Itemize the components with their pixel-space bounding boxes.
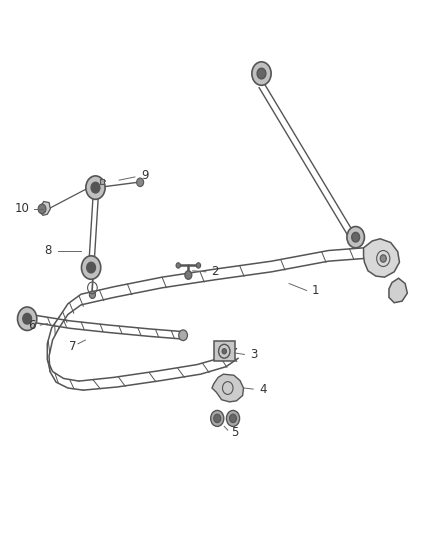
Circle shape xyxy=(89,291,95,298)
Circle shape xyxy=(380,255,386,262)
Circle shape xyxy=(196,263,201,268)
Circle shape xyxy=(81,256,101,279)
Circle shape xyxy=(86,176,105,199)
Circle shape xyxy=(38,204,46,214)
Polygon shape xyxy=(389,278,407,303)
Text: 8: 8 xyxy=(45,244,52,257)
Text: 3: 3 xyxy=(251,348,258,361)
Bar xyxy=(100,179,104,184)
Circle shape xyxy=(226,410,240,426)
FancyBboxPatch shape xyxy=(214,341,235,361)
Text: 10: 10 xyxy=(14,203,29,215)
Text: 5: 5 xyxy=(231,426,238,439)
Circle shape xyxy=(185,271,192,279)
Text: 4: 4 xyxy=(259,383,267,395)
Polygon shape xyxy=(212,374,244,402)
Circle shape xyxy=(211,410,224,426)
Polygon shape xyxy=(39,201,50,215)
Polygon shape xyxy=(364,239,399,277)
Circle shape xyxy=(230,414,237,423)
Circle shape xyxy=(252,62,271,85)
Circle shape xyxy=(91,182,100,193)
Circle shape xyxy=(18,307,37,330)
Circle shape xyxy=(347,227,364,248)
Text: 7: 7 xyxy=(68,340,76,353)
Circle shape xyxy=(176,263,180,268)
Circle shape xyxy=(87,262,95,273)
Circle shape xyxy=(23,313,32,324)
Circle shape xyxy=(137,178,144,187)
Circle shape xyxy=(257,68,266,79)
Circle shape xyxy=(214,414,221,423)
Text: 9: 9 xyxy=(141,169,148,182)
Circle shape xyxy=(222,349,226,354)
Circle shape xyxy=(179,330,187,341)
Text: 1: 1 xyxy=(311,284,319,297)
Text: 2: 2 xyxy=(211,265,219,278)
Circle shape xyxy=(352,232,360,242)
Text: 6: 6 xyxy=(28,319,35,332)
